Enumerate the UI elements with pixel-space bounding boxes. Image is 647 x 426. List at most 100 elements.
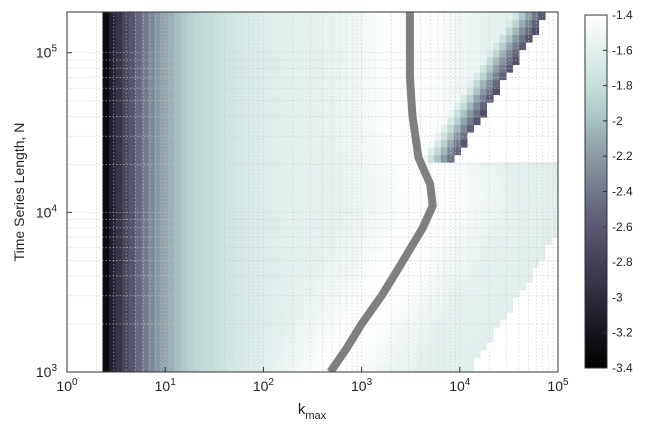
heatmap-cell: [226, 244, 234, 253]
heatmap-cell: [161, 162, 169, 171]
heatmap-cell: [284, 49, 292, 58]
heatmap-cell: [271, 244, 279, 253]
heatmap-cell: [460, 87, 468, 96]
heatmap-cell: [128, 19, 136, 28]
heatmap-cell: [336, 94, 344, 103]
heatmap-cell: [161, 64, 169, 73]
heatmap-cell: [473, 334, 481, 343]
heatmap-cell: [206, 259, 214, 268]
heatmap-cell: [154, 259, 162, 268]
heatmap-cell: [252, 102, 260, 111]
heatmap-cell: [362, 252, 370, 261]
heatmap-cell: [174, 124, 182, 133]
heatmap-cell: [109, 109, 117, 118]
heatmap-cell: [447, 94, 455, 103]
heatmap-cell: [141, 49, 149, 58]
heatmap-cell: [427, 342, 435, 351]
heatmap-cell: [219, 184, 227, 193]
heatmap-cell: [330, 327, 338, 336]
heatmap-cell: [453, 12, 461, 21]
heatmap-cell: [148, 109, 156, 118]
heatmap-cell: [122, 64, 130, 73]
heatmap-cell: [512, 274, 520, 283]
heatmap-cell: [278, 312, 286, 321]
heatmap-cell: [232, 162, 240, 171]
heatmap-cell: [330, 124, 338, 133]
heatmap-cell: [414, 184, 422, 193]
heatmap-cell: [382, 259, 390, 268]
heatmap-cell: [356, 109, 364, 118]
heatmap-cell: [128, 319, 136, 328]
heatmap-cell: [492, 42, 501, 51]
heatmap-cell: [330, 184, 338, 193]
heatmap-cell: [226, 237, 234, 246]
heatmap-cell: [219, 327, 227, 336]
heatmap-cell: [499, 169, 507, 178]
heatmap-cell: [551, 162, 558, 171]
heatmap-cell: [395, 117, 403, 126]
heatmap-cell: [187, 207, 195, 216]
heatmap-cell: [369, 72, 377, 81]
heatmap-cell: [122, 124, 130, 133]
heatmap-cell: [492, 244, 501, 253]
heatmap-cell: [447, 267, 455, 276]
heatmap-cell: [369, 334, 377, 343]
heatmap-cell: [356, 229, 364, 238]
heatmap-cell: [440, 34, 448, 43]
heatmap-cell: [466, 357, 475, 366]
heatmap-cell: [128, 147, 136, 156]
heatmap-cell: [466, 19, 475, 28]
heatmap-cell: [258, 342, 266, 351]
heatmap-cell: [154, 267, 162, 276]
heatmap-cell: [284, 72, 292, 81]
heatmap-cell: [421, 259, 429, 268]
heatmap-cell: [375, 192, 383, 201]
heatmap-cell: [265, 289, 273, 298]
heatmap-cell: [414, 199, 422, 208]
heatmap-cell: [460, 207, 468, 216]
heatmap-cell: [369, 12, 377, 21]
heatmap-cell: [369, 199, 377, 208]
heatmap-cell: [440, 312, 448, 321]
heatmap-cell: [284, 297, 292, 306]
heatmap-cell: [252, 34, 260, 43]
heatmap-cell: [102, 289, 110, 298]
heatmap-cell: [453, 244, 461, 253]
heatmap-cell: [122, 357, 130, 366]
heatmap-cell: [317, 192, 325, 201]
heatmap-cell: [427, 319, 435, 328]
heatmap-cell: [505, 34, 514, 43]
heatmap-cell: [447, 124, 455, 133]
heatmap-cell: [206, 162, 214, 171]
heatmap-cell: [375, 357, 383, 366]
heatmap-cell: [447, 229, 455, 238]
heatmap-cell: [349, 267, 357, 276]
heatmap-cell: [395, 64, 403, 73]
heatmap-cell: [382, 199, 390, 208]
heatmap-cell: [362, 139, 370, 148]
heatmap-cell: [401, 154, 409, 163]
heatmap-cell: [395, 252, 403, 261]
heatmap-cell: [362, 349, 370, 358]
heatmap-cell: [408, 252, 416, 261]
heatmap-cell: [154, 319, 162, 328]
heatmap-cell: [148, 169, 156, 178]
heatmap-cell: [499, 34, 507, 43]
heatmap-cell: [174, 102, 182, 111]
heatmap-cell: [167, 34, 175, 43]
heatmap-cell: [291, 304, 299, 313]
heatmap-cell: [109, 289, 117, 298]
heatmap-cell: [148, 327, 156, 336]
heatmap-cell: [271, 207, 279, 216]
heatmap-cell: [128, 139, 136, 148]
heatmap-cell: [115, 147, 123, 156]
heatmap-cell: [447, 319, 455, 328]
heatmap-cell: [174, 282, 182, 291]
heatmap-cell: [141, 289, 149, 298]
heatmap-cell: [310, 244, 318, 253]
heatmap-cell: [271, 57, 279, 66]
heatmap-cell: [278, 184, 286, 193]
heatmap-cell: [226, 132, 234, 141]
heatmap-cell: [232, 49, 240, 58]
heatmap-cell: [128, 154, 136, 163]
